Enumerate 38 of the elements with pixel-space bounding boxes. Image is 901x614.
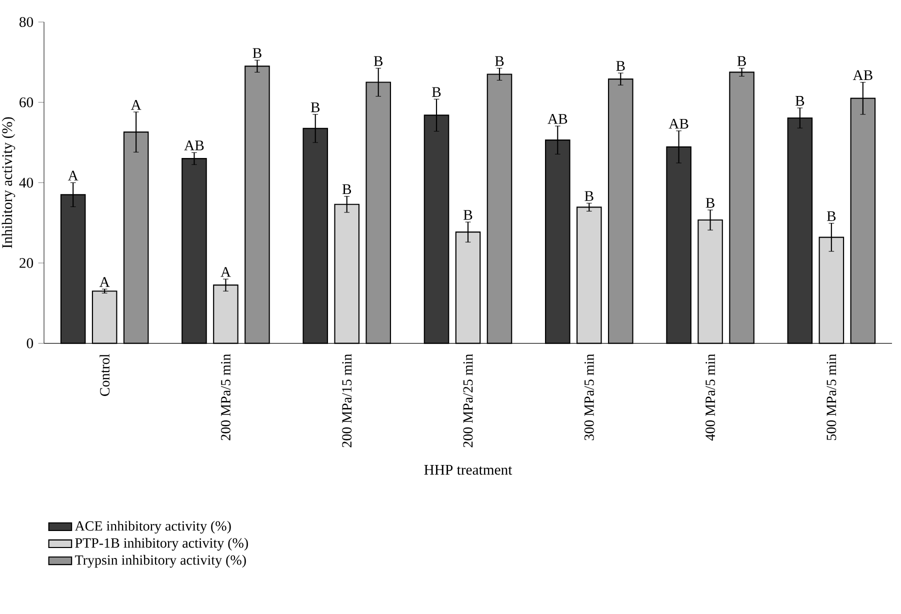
annotation: B (310, 102, 320, 112)
legend-label: PTP-1B inhibitory activity (%) (75, 538, 248, 551)
x-tick-label: 400 MPa/5 min (706, 354, 716, 441)
x-axis-title: HHP treatment (424, 465, 512, 475)
annotation: B (464, 210, 472, 220)
annotation: AB (852, 70, 872, 80)
x-tick-label: 200 MPa/25 min (463, 354, 473, 448)
x-tick-label: 500 MPa/5 min (826, 354, 836, 440)
annotation: B (432, 87, 441, 97)
x-tick-label: 200 MPa/5 min (221, 354, 230, 440)
annotation: A (99, 277, 110, 287)
x-tick-label: 200 MPa/15 min (342, 354, 352, 448)
annotation: B (252, 48, 262, 58)
annotation: B (495, 56, 504, 66)
y-tick-label: 0 (26, 338, 34, 348)
annotation: A (68, 170, 78, 180)
annotation: B (826, 211, 836, 221)
y-axis-title: Inhibitory activity (%) (2, 117, 16, 248)
annotation: B (374, 56, 383, 66)
annotation: AB (184, 140, 204, 150)
legend-label: ACE inhibitory activity (%) (74, 520, 231, 534)
annotation: B (342, 184, 352, 194)
annotation: B (795, 96, 804, 106)
y-tick-label: 40 (19, 178, 34, 188)
annotation: AB (668, 118, 688, 129)
annotation: B (584, 191, 594, 201)
annotation: A (130, 100, 142, 110)
y-tick-label: 60 (20, 97, 34, 108)
x-tick-label: Control (100, 354, 110, 396)
y-tick-label: 80 (20, 17, 34, 27)
annotation: B (706, 198, 714, 208)
annotation: A (220, 267, 231, 277)
annotation: AB (548, 114, 568, 124)
annotation: B (616, 61, 625, 71)
legend-label: Trypsin inhibitory activity (%) (75, 554, 246, 568)
y-tick-label: 20 (20, 258, 34, 268)
annotation: B (737, 56, 746, 66)
x-tick-label: 300 MPa/5 min (584, 354, 594, 440)
